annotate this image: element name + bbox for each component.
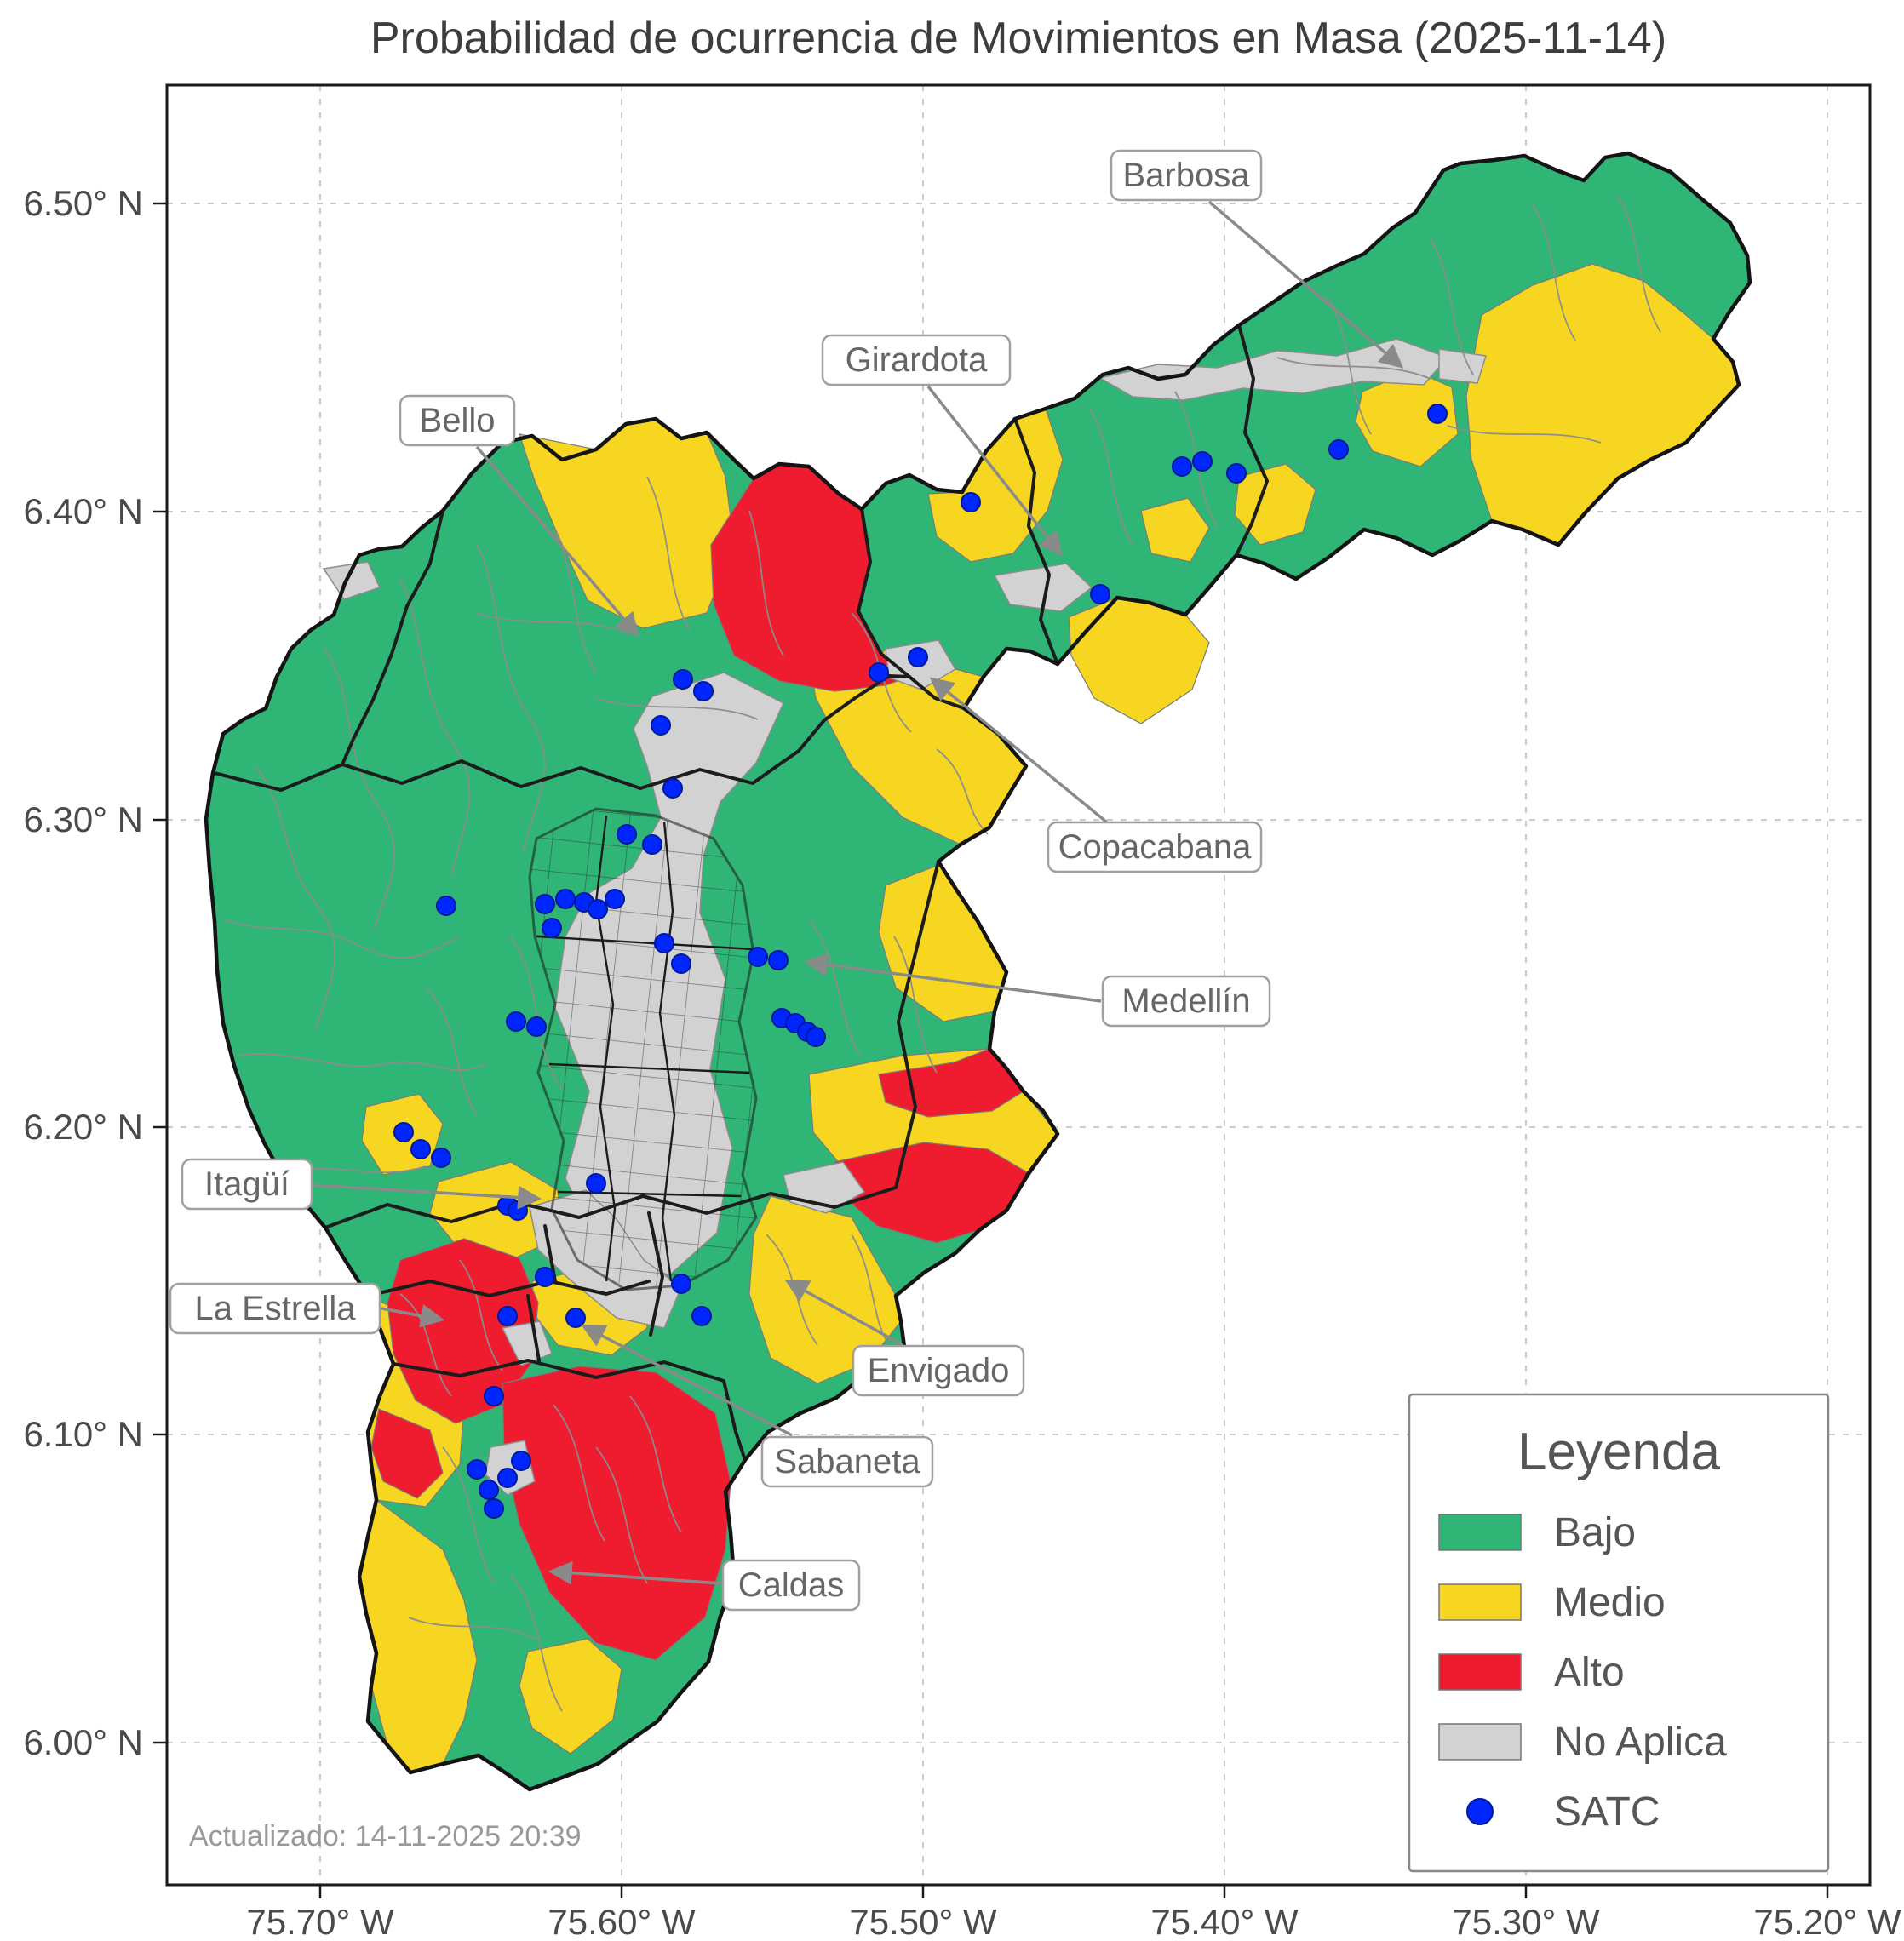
annotation-label: Envigado	[868, 1352, 1010, 1389]
legend-satc-dot	[1466, 1798, 1494, 1825]
y-tick-label: 6.10° N	[23, 1414, 143, 1454]
y-tick-label: 6.30° N	[23, 799, 143, 839]
region-medio	[358, 263, 1740, 1773]
annotation-barbosa: Barbosa	[1110, 149, 1404, 369]
region-alto	[370, 463, 1029, 1661]
legend-title: Leyenda	[1517, 1423, 1720, 1481]
legend-label: Medio	[1554, 1580, 1666, 1625]
x-tick-label: 75.20° W	[1753, 1902, 1901, 1941]
y-axis: 6.50° N 6.40° N 6.30° N 6.20° N 6.10° N …	[23, 183, 143, 1762]
annotation-caldas: Caldas	[548, 1559, 861, 1612]
legend-item-no-aplica: No Aplica	[1438, 1720, 1727, 1765]
comuna-grid-area	[528, 807, 758, 1291]
legend-item-medio: Medio	[1438, 1580, 1666, 1625]
updated-note: Actualizado: 14-11-2025 20:39	[189, 1820, 582, 1852]
y-tick-label: 6.20° N	[23, 1107, 143, 1147]
legend-item-satc: SATC	[1466, 1789, 1660, 1835]
legend-label: SATC	[1554, 1789, 1660, 1835]
axis-ticks	[153, 202, 1829, 1898]
legend-swatch-alto	[1438, 1653, 1522, 1691]
annotation-girardota: Girardota	[821, 334, 1063, 557]
vereda-boundaries	[222, 195, 1661, 1712]
annotation-label: Girardota	[846, 341, 988, 379]
x-tick-label: 75.60° W	[548, 1902, 696, 1941]
plot-frame	[165, 83, 1872, 1887]
municipal-boundaries	[206, 153, 1750, 1789]
y-tick-label: 6.40° N	[23, 491, 143, 531]
legend-label: Alto	[1554, 1650, 1625, 1695]
annotation-medellin: Medellín	[803, 953, 1271, 1028]
legend-item-alto: Alto	[1438, 1650, 1625, 1695]
annotation-label: Barbosa	[1123, 157, 1251, 194]
legend-swatch-medio	[1438, 1583, 1522, 1621]
annotation-label: Itagüí	[204, 1165, 290, 1203]
annotation-bello: Bello	[399, 394, 639, 638]
legend-swatch-no-aplica	[1438, 1723, 1522, 1761]
annotation-sabaneta: Sabaneta	[581, 1325, 934, 1488]
annotation-copacabana: Copacabana	[929, 677, 1263, 873]
legend-swatch-bajo	[1438, 1514, 1522, 1551]
satc-stations	[393, 404, 1448, 1519]
x-tick-label: 75.70° W	[246, 1902, 394, 1941]
annotation-label: Bello	[420, 402, 496, 439]
x-tick-label: 75.30° W	[1452, 1902, 1600, 1941]
map	[206, 153, 1750, 1789]
annotation-la-estrella: La Estrella	[169, 1282, 445, 1335]
annotation-label: Copacabana	[1058, 828, 1253, 866]
annotations: Barbosa Girardota Bello Copacabana Medel…	[169, 149, 1404, 1612]
y-tick-label: 6.50° N	[23, 183, 143, 223]
annotation-label: La Estrella	[195, 1290, 357, 1327]
legend-label: No Aplica	[1554, 1720, 1727, 1765]
annotation-label: Medellín	[1121, 982, 1250, 1020]
y-tick-label: 6.00° N	[23, 1722, 143, 1762]
x-tick-label: 75.40° W	[1150, 1902, 1299, 1941]
legend: Leyenda Bajo Medio Alto No Aplica SATC	[1408, 1393, 1830, 1873]
annotation-envigado: Envigado	[784, 1279, 1025, 1397]
x-axis: 75.70° W 75.60° W 75.50° W 75.40° W 75.3…	[246, 1902, 1901, 1941]
page-title: Probabilidad de ocurrencia de Movimiento…	[370, 14, 1666, 63]
x-tick-label: 75.50° W	[849, 1902, 997, 1941]
annotation-label: Caldas	[738, 1566, 845, 1604]
legend-label: Bajo	[1554, 1510, 1636, 1555]
legend-item-bajo: Bajo	[1438, 1510, 1636, 1555]
annotation-itagui: Itagüí	[181, 1158, 542, 1211]
annotation-label: Sabaneta	[774, 1443, 920, 1480]
